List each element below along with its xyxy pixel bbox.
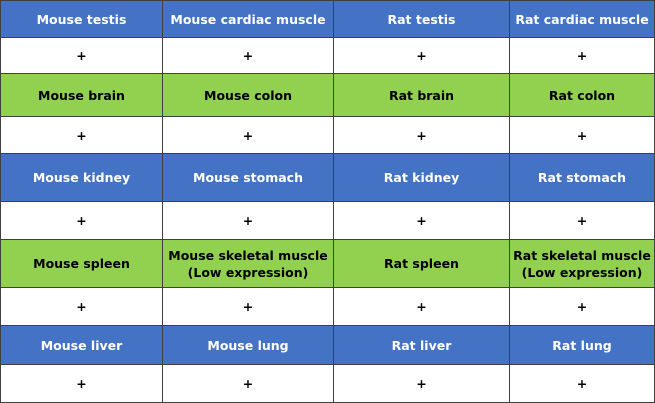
table-cell: + bbox=[333, 37, 510, 74]
cell-text: Rat stomach bbox=[537, 170, 627, 185]
table-cell: Mouse lung bbox=[162, 325, 334, 365]
table-row: Mouse liver Mouse lung Rat liver Rat lung bbox=[0, 325, 655, 365]
table-row: + + + + bbox=[0, 116, 655, 154]
cell-text: Rat colon bbox=[548, 87, 616, 103]
cell-text: Mouse cardiac muscle bbox=[170, 11, 326, 27]
cell-text: + bbox=[416, 299, 427, 314]
table-row: + + + + bbox=[0, 37, 655, 74]
cell-text: + bbox=[242, 213, 254, 228]
table-cell: + bbox=[0, 287, 163, 326]
table-cell: + bbox=[509, 201, 655, 240]
cell-text: Rat testis bbox=[387, 11, 456, 27]
table-cell: Mouse skeletal muscle (Low expression) bbox=[162, 239, 334, 288]
cell-text: Mouse stomach bbox=[193, 170, 303, 185]
cell-text: Mouse testis bbox=[36, 11, 127, 27]
table-cell: Rat liver bbox=[333, 325, 510, 365]
cell-text: Mouse lung bbox=[207, 337, 289, 353]
cell-text-line: (Low expression) bbox=[521, 264, 643, 280]
table-cell: Mouse testis bbox=[0, 0, 163, 38]
table-cell: Rat brain bbox=[333, 73, 510, 117]
cell-text: + bbox=[576, 299, 588, 314]
cell-text: Rat lung bbox=[552, 337, 612, 353]
table-cell: + bbox=[162, 116, 334, 154]
cell-text: Mouse liver bbox=[40, 337, 123, 353]
table-row: + + + + bbox=[0, 287, 655, 326]
table-cell: Mouse spleen bbox=[0, 239, 163, 288]
table-cell: Mouse liver bbox=[0, 325, 163, 365]
cell-text: Rat liver bbox=[391, 337, 452, 353]
table-cell: + bbox=[162, 364, 334, 403]
table-cell: + bbox=[333, 287, 510, 326]
table-cell: Rat stomach bbox=[509, 153, 655, 202]
table-cell: Rat spleen bbox=[333, 239, 510, 288]
cell-text: + bbox=[76, 299, 87, 314]
table-cell: Mouse kidney bbox=[0, 153, 163, 202]
cell-text: Mouse spleen bbox=[33, 256, 130, 271]
cell-text-line: (Low expression) bbox=[187, 264, 309, 280]
cell-text: + bbox=[242, 127, 254, 143]
table-cell: Rat lung bbox=[509, 325, 655, 365]
cell-text: + bbox=[76, 213, 87, 228]
table-cell: + bbox=[509, 364, 655, 403]
table-cell: Mouse colon bbox=[162, 73, 334, 117]
cell-text: + bbox=[416, 213, 427, 228]
table-cell: + bbox=[162, 201, 334, 240]
cell-text: + bbox=[242, 376, 254, 391]
table-row: Mouse testis Mouse cardiac muscle Rat test… bbox=[0, 0, 655, 38]
table-cell: + bbox=[333, 201, 510, 240]
table-row: + + + + bbox=[0, 201, 655, 240]
table-cell: Rat testis bbox=[333, 0, 510, 38]
cell-text: Rat kidney bbox=[383, 170, 460, 185]
table-row: Mouse spleen Mouse skeletal muscle (Low ex… bbox=[0, 239, 655, 288]
table-cell: Mouse stomach bbox=[162, 153, 334, 202]
cell-text-line: Mouse skeletal muscle bbox=[168, 247, 328, 263]
cell-text: + bbox=[576, 127, 588, 143]
table-cell: Mouse brain bbox=[0, 73, 163, 117]
table-cell: Rat skeletal muscle (Low expression) bbox=[509, 239, 655, 288]
cell-text: + bbox=[416, 127, 427, 143]
table-cell: + bbox=[333, 116, 510, 154]
table-cell: Rat kidney bbox=[333, 153, 510, 202]
table-cell: Rat cardiac muscle bbox=[509, 0, 655, 38]
table-cell: + bbox=[509, 287, 655, 326]
cell-text: + bbox=[76, 376, 87, 391]
cell-text: + bbox=[576, 376, 588, 391]
cell-text: Mouse brain bbox=[38, 87, 125, 103]
table-cell: + bbox=[0, 201, 163, 240]
cell-text: Rat cardiac muscle bbox=[515, 11, 649, 27]
table-cell: + bbox=[509, 37, 655, 74]
cell-text: + bbox=[76, 127, 87, 143]
cell-text: + bbox=[242, 48, 254, 63]
cell-text: + bbox=[242, 299, 254, 314]
cell-text: + bbox=[416, 376, 427, 391]
cell-text: + bbox=[576, 48, 588, 63]
table-row: Mouse brain Mouse colon Rat brain Rat colon bbox=[0, 73, 655, 117]
table-cell: + bbox=[0, 37, 163, 74]
table-cell: Mouse cardiac muscle bbox=[162, 0, 334, 38]
table-cell: + bbox=[509, 116, 655, 154]
table-cell: + bbox=[0, 116, 163, 154]
cell-text: Rat spleen bbox=[384, 256, 459, 271]
cell-text: + bbox=[576, 213, 588, 228]
table-cell: Rat colon bbox=[509, 73, 655, 117]
cell-text: + bbox=[416, 48, 427, 63]
table-cell: + bbox=[0, 364, 163, 403]
cell-text: + bbox=[76, 48, 87, 63]
table-row: + + + + bbox=[0, 364, 655, 403]
cell-text-line: Rat skeletal muscle bbox=[513, 247, 651, 263]
table-row: Mouse kidney Mouse stomach Rat kidney Rat s… bbox=[0, 153, 655, 202]
cell-text: Mouse kidney bbox=[32, 170, 131, 185]
cell-text: Mouse colon bbox=[204, 87, 292, 103]
cell-text: Rat brain bbox=[388, 87, 455, 103]
table-cell: + bbox=[162, 37, 334, 74]
table-cell: + bbox=[333, 364, 510, 403]
table-cell: + bbox=[162, 287, 334, 326]
